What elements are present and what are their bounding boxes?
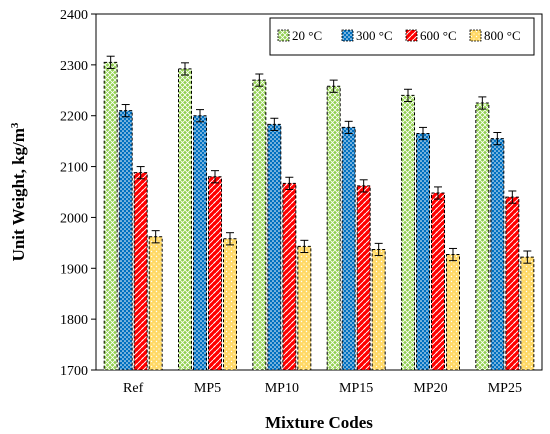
bar [401, 94, 415, 371]
y-axis-title-group: Unit Weight, kg/m3 [9, 122, 28, 261]
bar [446, 254, 460, 371]
x-tick-label: MP10 [265, 381, 299, 396]
legend-label: 20 °C [292, 28, 322, 43]
bar [416, 133, 430, 371]
legend-swatch [277, 29, 290, 42]
bar [326, 85, 341, 371]
x-tick-label: Ref [123, 381, 144, 396]
x-tick-label: MP25 [488, 381, 522, 396]
legend-swatch [469, 29, 482, 42]
legend-label: 800 °C [484, 28, 521, 43]
bar [208, 176, 222, 371]
bar [223, 238, 237, 371]
x-tick-label: MP15 [339, 381, 373, 396]
bar [431, 192, 445, 371]
bar [490, 138, 505, 371]
bar [520, 256, 535, 371]
y-tick-label: 1700 [60, 364, 88, 379]
plot-area [95, 13, 543, 371]
error-bars-group [106, 55, 532, 264]
y-axis-title: Unit Weight, kg/m3 [9, 122, 28, 261]
x-axis-ticks: Ref MP5 MP10 MP15 MP20 MP25 [123, 381, 522, 396]
legend: 20 °C 300 °C 600 °C 800 °C [269, 17, 535, 56]
bar [356, 185, 371, 371]
bar [148, 236, 163, 371]
bar [297, 245, 312, 371]
bar [103, 61, 118, 371]
bar [371, 248, 386, 371]
bar [267, 123, 282, 371]
x-tick-label: MP5 [194, 381, 221, 396]
legend-label: 300 °C [356, 28, 393, 43]
y-tick-label: 2000 [60, 211, 88, 226]
bar [118, 110, 133, 371]
bar [282, 182, 297, 371]
legend-box [269, 17, 535, 56]
legend-label: 600 °C [420, 28, 457, 43]
y-axis-title-main: Unit Weight, kg/m [9, 128, 28, 261]
bar [341, 126, 356, 371]
legend-swatch [405, 29, 418, 42]
bar [193, 115, 207, 371]
y-axis-ticks: 1700 1800 1900 2000 2100 2200 2300 2400 [60, 8, 96, 379]
x-axis-title: Mixture Codes [265, 413, 373, 432]
y-tick-label: 2300 [60, 59, 88, 74]
x-tick-label: MP20 [413, 381, 447, 396]
bar [475, 102, 490, 371]
bars-group [103, 61, 535, 371]
y-tick-label: 2100 [60, 161, 88, 176]
bar [252, 79, 267, 371]
y-tick-label: 2400 [60, 8, 88, 23]
y-axis-title-superscript: 3 [9, 122, 21, 128]
legend-swatch [341, 29, 354, 42]
y-tick-label: 2200 [60, 110, 88, 125]
bar [178, 68, 192, 371]
y-tick-label: 1800 [60, 313, 88, 328]
bar [505, 196, 520, 371]
bar [133, 172, 148, 371]
y-tick-label: 1900 [60, 262, 88, 277]
